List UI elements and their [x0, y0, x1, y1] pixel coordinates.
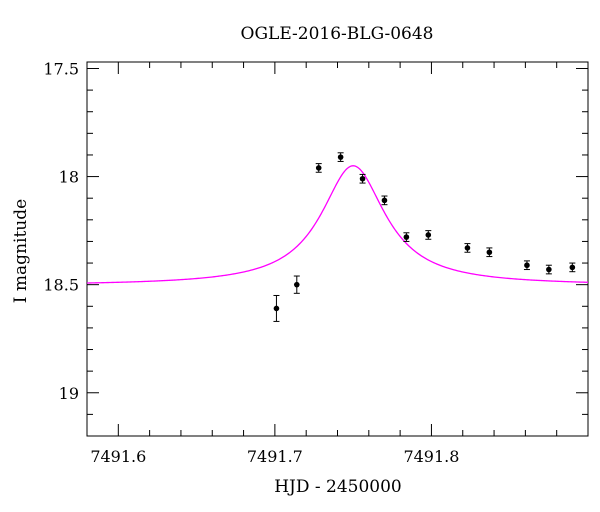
data-point: [337, 154, 344, 160]
data-point: [464, 245, 471, 251]
data-point: [486, 249, 493, 256]
data-point: [546, 266, 552, 273]
plot-area-border: [86, 61, 589, 437]
x-axis-label: HJD - 2450000: [274, 477, 402, 497]
y-tick-labels: 17.5 18 18.5 19: [43, 59, 79, 402]
x-tick-label: 7491.6: [90, 447, 146, 466]
data-point: [569, 264, 576, 271]
data-point: [403, 234, 410, 240]
data-point: [315, 165, 322, 171]
data-points: [273, 152, 576, 322]
model-curve-line: [86, 165, 589, 284]
y-tick-label: 17.5: [43, 59, 79, 78]
y-tick-label: 18.5: [43, 276, 79, 295]
data-point: [425, 232, 432, 238]
x-tick-label: 7491.7: [247, 447, 303, 466]
data-point: [381, 197, 388, 204]
y-tick-label: 19: [59, 384, 79, 403]
plot-frame: [86, 61, 589, 437]
y-tick-label: 18: [59, 168, 79, 187]
x-tick-label: 7491.8: [403, 447, 459, 466]
model-curve: [86, 165, 589, 284]
axis-ticks: [87, 62, 589, 437]
data-point: [524, 262, 530, 269]
data-point: [293, 281, 300, 288]
chart-title: OGLE-2016-BLG-0648: [241, 24, 434, 44]
y-axis-label: I magnitude: [11, 199, 31, 303]
data-point: [359, 175, 366, 182]
x-tick-labels: 7491.6 7491.7 7491.8: [90, 447, 459, 466]
data-point: [273, 305, 280, 312]
